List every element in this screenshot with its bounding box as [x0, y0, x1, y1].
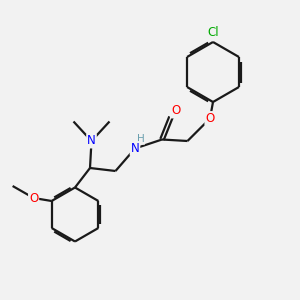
Text: H: H [136, 134, 144, 144]
Text: Cl: Cl [207, 26, 219, 40]
Text: O: O [171, 104, 180, 118]
Text: O: O [206, 112, 214, 125]
Text: O: O [29, 191, 38, 205]
Text: N: N [87, 134, 96, 148]
Text: N: N [130, 142, 140, 155]
